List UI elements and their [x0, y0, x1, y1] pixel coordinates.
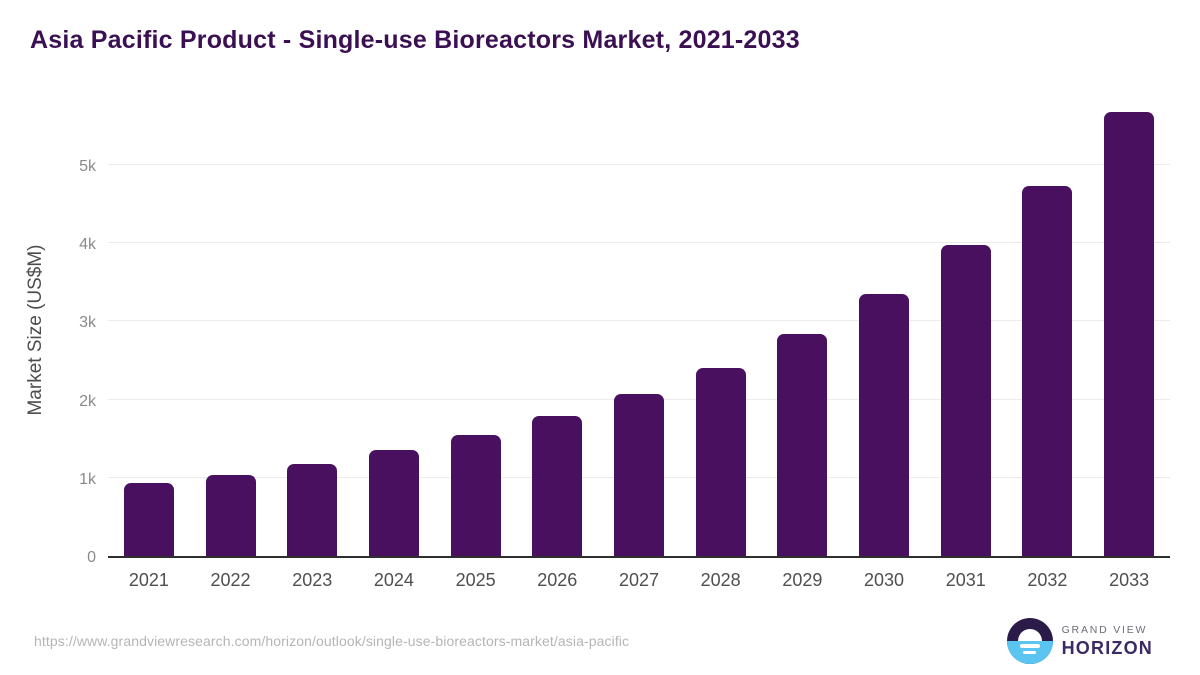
y-tick-0: 0 [87, 549, 96, 566]
gridline-4k [108, 242, 1170, 244]
y-tick-4k: 4k [79, 236, 96, 254]
x-tick-2024: 2024 [373, 570, 414, 590]
bar-2026 [532, 416, 583, 556]
bar-2025 [450, 435, 501, 556]
bar-slot-2030 [843, 100, 925, 556]
x-tick-2029: 2029 [782, 570, 823, 590]
bar-slot-2024 [353, 100, 435, 556]
bar-2027 [613, 394, 664, 556]
bar-2023 [287, 464, 338, 556]
chart-title: Asia Pacific Product - Single-use Biorea… [30, 26, 800, 54]
bar-slot-2021 [108, 100, 190, 556]
logo-line1: GRAND VIEW [1061, 623, 1148, 636]
bar-slot-2027 [598, 100, 680, 556]
bar-slot-2025 [435, 100, 517, 556]
y-tick-5k: 5k [79, 157, 96, 175]
x-tick-2025: 2025 [455, 570, 496, 590]
grand-view-horizon-logo: GRAND VIEW HORIZON [1006, 618, 1153, 664]
y-tick-3k: 3k [79, 314, 96, 332]
bar-2031 [940, 245, 991, 556]
y-tick-1k: 1k [79, 470, 96, 488]
bar-2033 [1104, 112, 1155, 556]
bar-2021 [123, 483, 174, 556]
bar-slot-2023 [271, 100, 353, 556]
bar-slot-2022 [190, 100, 272, 556]
x-tick-2022: 2022 [210, 570, 251, 590]
bar-2024 [368, 450, 419, 556]
gridline-5k [108, 163, 1170, 165]
bar-2028 [695, 368, 746, 556]
bar-2029 [777, 334, 828, 556]
bar-slot-2029 [762, 100, 844, 556]
sun-shape [1017, 629, 1042, 641]
y-tick-2k: 2k [79, 392, 96, 410]
gridline-3k [108, 320, 1170, 322]
bar-slot-2032 [1007, 100, 1089, 556]
x-tick-2032: 2032 [1027, 570, 1068, 590]
bars-container [108, 100, 1170, 556]
bar-2022 [205, 475, 256, 556]
x-tick-2030: 2030 [864, 570, 905, 590]
reflection-bar [1019, 644, 1040, 648]
logo-line2: HORIZON [1061, 637, 1153, 658]
bar-slot-2026 [516, 100, 598, 556]
bar-2030 [859, 294, 910, 556]
logo-text: GRAND VIEW HORIZON [1062, 624, 1153, 659]
bar-slot-2033 [1088, 100, 1170, 556]
x-tick-2028: 2028 [700, 570, 741, 590]
x-tick-2026: 2026 [537, 570, 578, 590]
horizon-sun-icon [1006, 618, 1053, 664]
x-tick-2033: 2033 [1109, 570, 1150, 590]
bar-slot-2031 [925, 100, 1007, 556]
x-tick-2027: 2027 [618, 570, 659, 590]
y-axis-tick-labels: 0 1k 2k 3k 4k 5k [0, 100, 96, 566]
x-tick-2021: 2021 [128, 570, 169, 590]
x-tick-2023: 2023 [292, 570, 333, 590]
x-tick-2031: 2031 [945, 570, 986, 590]
plot-area [108, 100, 1170, 558]
bar-slot-2028 [680, 100, 762, 556]
source-url: https://www.grandviewresearch.com/horizo… [34, 633, 630, 649]
bar-2032 [1022, 186, 1073, 556]
reflection-bar [1022, 651, 1036, 654]
x-axis-tick-labels: 2021 2022 2023 2024 2025 2026 2027 2028 2029 2030… [108, 570, 1170, 591]
